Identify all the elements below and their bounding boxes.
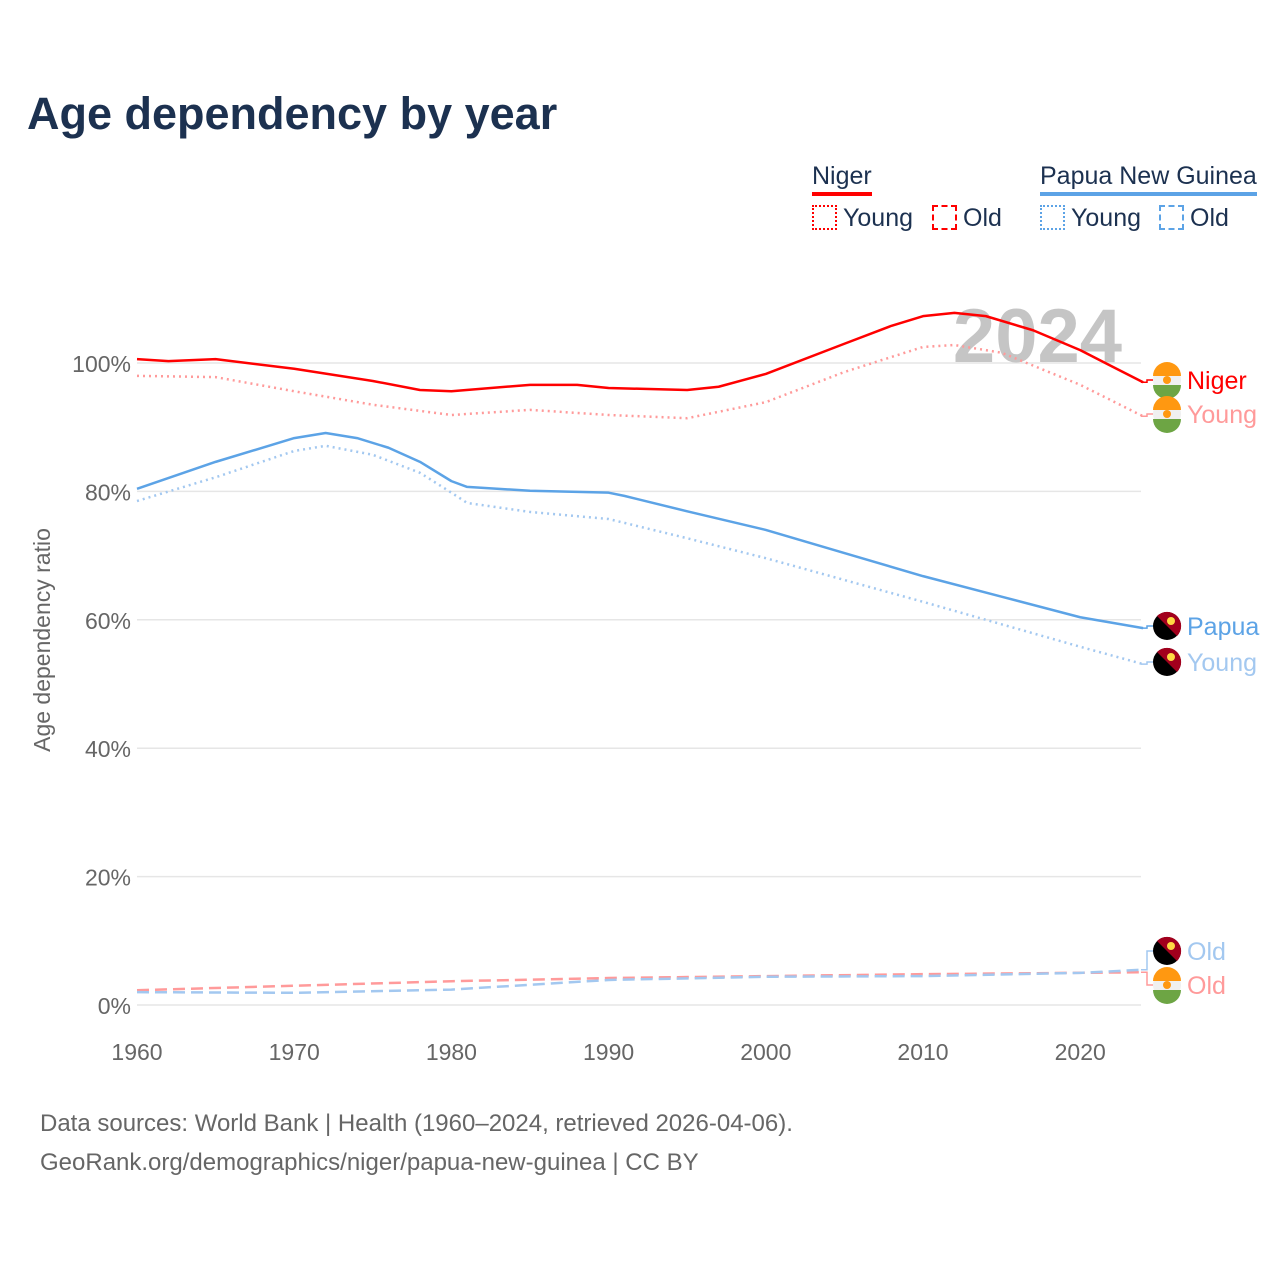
series-line-papua-new-guinea: [136, 431, 1144, 630]
dashed-swatch-icon: [932, 205, 957, 230]
source-line-1: Data sources: World Bank | Health (1960–…: [40, 1110, 793, 1137]
y-tick-label: 100%: [72, 351, 131, 377]
label-connector: [1141, 971, 1153, 986]
end-label: Young: [1187, 649, 1257, 677]
end-label: Young: [1187, 401, 1257, 429]
dotted-swatch-icon: [1040, 205, 1065, 230]
y-tick-label: 0%: [98, 993, 131, 1019]
flag-sun: [1163, 981, 1171, 989]
y-tick-label: 40%: [85, 736, 131, 762]
series-line-niger-old: [136, 971, 1144, 992]
y-tick-label: 60%: [85, 608, 131, 634]
label-connector: [1141, 661, 1153, 665]
flag-sun: [1163, 410, 1171, 418]
legend-label: Young: [1071, 204, 1141, 232]
year-watermark: 2024: [953, 294, 1122, 379]
x-tick-label: 2020: [1055, 1039, 1106, 1065]
legend-niger-title: Niger: [812, 162, 872, 190]
legend-png-line: [1040, 192, 1257, 196]
x-tick-label: 2000: [740, 1039, 791, 1065]
legend-niger: Niger: [812, 162, 872, 196]
legend-png-old: Old: [1159, 204, 1229, 233]
legend-png-young: Young: [1040, 204, 1141, 233]
legend-label: Young: [843, 204, 913, 232]
label-connector: [1141, 950, 1153, 971]
flag-stripe: [1153, 362, 1181, 376]
series-line-niger: [136, 311, 1144, 393]
y-tick-label: 80%: [85, 479, 131, 505]
dotted-swatch-icon: [812, 205, 837, 230]
y-axis-label: Age dependency ratio: [29, 528, 55, 752]
series-line-papua-new-guinea-young: [136, 444, 1144, 666]
flag-stripe: [1153, 385, 1181, 399]
flag-stripe: [1153, 419, 1181, 433]
flag-bird: [1167, 942, 1175, 950]
legend-niger-line: [812, 192, 872, 196]
legend-niger-young: Young: [812, 204, 913, 233]
series-line-papua-new-guinea-old: [136, 968, 1144, 995]
legend-png-title: Papua New Guinea: [1040, 162, 1257, 190]
end-label: Old: [1187, 938, 1226, 966]
x-tick-label: 1970: [269, 1039, 320, 1065]
label-connector: [1141, 379, 1153, 384]
end-label: Niger: [1187, 367, 1247, 395]
legend-label: Old: [1190, 204, 1229, 232]
x-tick-label: 1980: [426, 1039, 477, 1065]
chart-title: Age dependency by year: [27, 88, 558, 139]
dashed-swatch-icon: [1159, 205, 1184, 230]
source-line-2[interactable]: GeoRank.org/demographics/niger/papua-new…: [40, 1149, 699, 1176]
series-line-niger-young: [136, 343, 1144, 420]
label-connector: [1141, 413, 1153, 418]
flag-stripe: [1153, 396, 1181, 410]
end-label: Papua: [1187, 613, 1259, 641]
flag-sun: [1163, 376, 1171, 384]
y-tick-label: 20%: [85, 865, 131, 891]
label-connector: [1141, 625, 1153, 629]
x-tick-label: 1990: [583, 1039, 634, 1065]
flag-bird: [1167, 653, 1175, 661]
x-tick-label: 2010: [897, 1039, 948, 1065]
end-label: Old: [1187, 972, 1226, 1000]
flag-stripe: [1153, 967, 1181, 981]
x-tick-label: 1960: [111, 1039, 162, 1065]
legend-label: Old: [963, 204, 1002, 232]
flag-stripe: [1153, 990, 1181, 1004]
flag-bird: [1167, 617, 1175, 625]
legend-png: Papua New Guinea: [1040, 162, 1257, 196]
legend-niger-old: Old: [932, 204, 1002, 233]
